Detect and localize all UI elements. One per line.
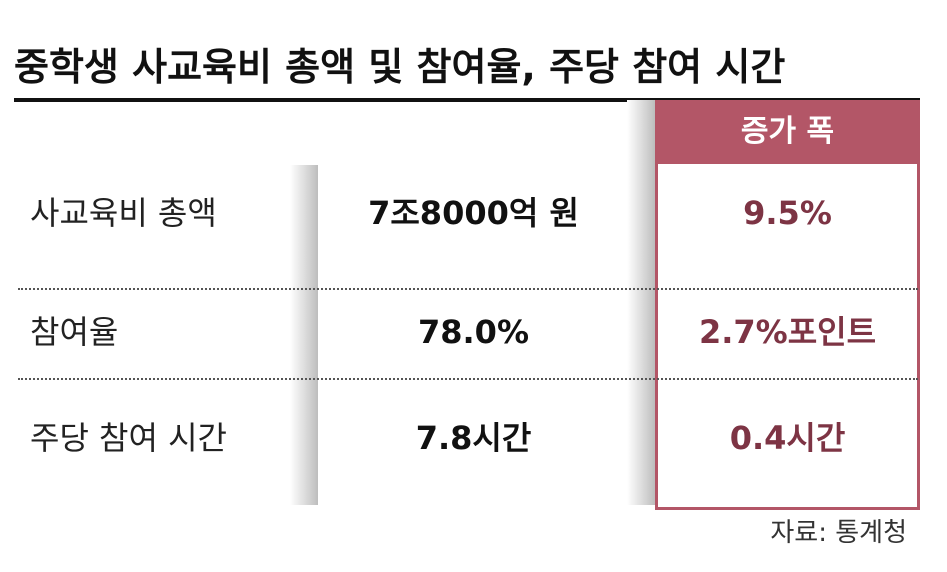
row-value: 7조8000억 원: [368, 194, 579, 232]
row-increase: 9.5%: [743, 194, 832, 232]
column-shade: [290, 165, 318, 505]
row-divider: [18, 378, 918, 380]
column-header: 증가 폭: [740, 114, 835, 149]
row-increase: 0.4시간: [729, 419, 846, 457]
title-rule: [14, 98, 920, 102]
header-fill: [655, 100, 920, 164]
row-label: 사교육비 총액: [30, 194, 217, 232]
column-shade: [627, 100, 655, 505]
row-value: 78.0%: [417, 313, 529, 351]
source-note: 자료: 통계청: [770, 518, 907, 548]
title: 중학생 사교육비 총액 및 참여율, 주당 참여 시간: [14, 45, 786, 89]
row-value: 7.8시간: [415, 419, 532, 457]
highlight-box: [655, 100, 920, 510]
row-label: 참여율: [30, 313, 119, 351]
row-increase: 2.7%포인트: [698, 313, 877, 351]
row-label: 주당 참여 시간: [30, 419, 227, 457]
row-divider: [18, 288, 918, 290]
